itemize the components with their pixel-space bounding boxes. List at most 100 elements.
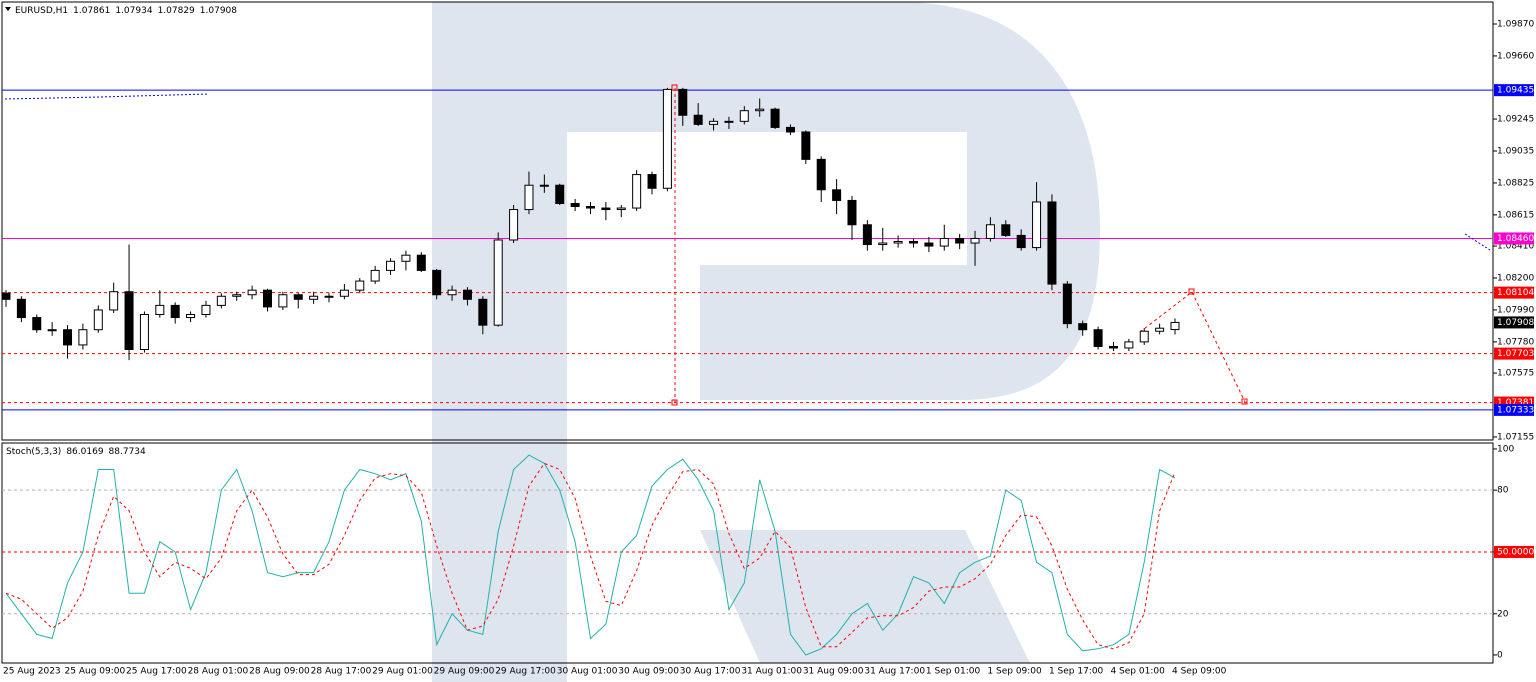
candle-body (847, 199, 857, 226)
candle-body (1170, 321, 1180, 331)
indicator-name: Stoch(5,3,3) (6, 447, 61, 457)
stoch-line (5, 462, 1176, 650)
x-tick-label: 25 Aug 17:00 (126, 667, 187, 677)
main-pane (1, 1, 1494, 441)
x-tick-label: 29 Aug 09:00 (434, 667, 495, 677)
candle-body (724, 120, 734, 123)
candle-body (416, 254, 426, 271)
candle-body (401, 254, 411, 262)
candle-body (570, 202, 580, 208)
y-tick-label: 20 (1497, 609, 1509, 619)
candle-body (862, 224, 872, 246)
candle-body (539, 184, 549, 187)
candle-body (170, 304, 180, 319)
candle-body (785, 126, 795, 133)
candle-body (1047, 201, 1057, 285)
header-value: 1.07908 (200, 6, 237, 16)
price-label-bg (1494, 347, 1534, 360)
header-value: 1.07829 (158, 6, 195, 16)
header-value: 88.7734 (109, 447, 146, 457)
y-tick-label: 1.07155 (1497, 432, 1534, 442)
candle-body (1078, 323, 1088, 331)
x-tick-label: 25 Aug 2023 (3, 667, 61, 677)
x-tick-label: 31 Aug 09:00 (803, 667, 864, 677)
candle-body (247, 289, 257, 296)
header-value: 86.0169 (66, 447, 103, 457)
y-tick-label: 0 (1497, 650, 1503, 660)
watermark (432, 2, 1100, 682)
candle-body (1155, 327, 1165, 332)
candle-body (155, 304, 165, 316)
candle-body (63, 329, 73, 346)
x-tick-label: 29 Aug 17:00 (495, 667, 556, 677)
price-label: 1.07908 (1497, 318, 1534, 328)
candle-body (139, 314, 149, 350)
candle-body (462, 289, 472, 300)
y-tick-label: 1.08825 (1497, 178, 1534, 188)
candle-body (186, 314, 196, 319)
header-value: 1.07861 (73, 6, 110, 16)
y-tick-label: 50.0000 (1497, 547, 1534, 557)
candle-body (478, 298, 488, 326)
candle-body (370, 269, 380, 282)
y-tick-label: 1.09660 (1497, 51, 1534, 61)
candle-body (493, 239, 503, 326)
candle-body (770, 108, 780, 128)
candle-body (201, 304, 211, 316)
x-tick-label: 25 Aug 09:00 (65, 667, 126, 677)
candle-body (509, 209, 519, 241)
candle-body (1, 292, 11, 300)
candle-body (1124, 341, 1134, 349)
candle-body (616, 207, 626, 211)
stoch-pane (1, 442, 1494, 664)
price-label-bg (1494, 316, 1534, 329)
candle-body (524, 184, 534, 211)
candle-body (909, 241, 919, 244)
candle-body (447, 289, 457, 296)
x-tick-label: 31 Aug 17:00 (864, 667, 925, 677)
candle-body (386, 260, 396, 271)
y-tick-label: 1.07575 (1497, 369, 1534, 379)
stoch-header: Stoch(5,3,3) 86.0169 88.7734 (6, 447, 146, 457)
candle-body (678, 88, 688, 116)
candle-body (985, 224, 995, 239)
candle-body (709, 120, 719, 125)
x-tick-label: 29 Aug 01:00 (372, 667, 433, 677)
y-tick-label: 1.08200 (1497, 274, 1534, 284)
price-label-bg (1494, 84, 1534, 97)
candle-body (555, 184, 565, 204)
candle-body (1062, 283, 1072, 325)
y-tick-label: 1.09245 (1497, 115, 1534, 125)
candle-body (232, 294, 242, 297)
candle-body (893, 241, 903, 244)
candle-body (693, 114, 703, 125)
candle-body (432, 269, 442, 296)
candle-body (16, 298, 26, 319)
candle-body (216, 295, 226, 306)
price-label: 1.09435 (1497, 86, 1534, 96)
candle-body (755, 108, 765, 112)
price-label: 1.08104 (1497, 288, 1534, 298)
candle-body (1016, 234, 1026, 249)
x-tick-label: 28 Aug 09:00 (249, 667, 310, 677)
candle-body (109, 291, 119, 311)
x-tick-label: 1 Sep 17:00 (1049, 667, 1104, 677)
candle-body (816, 158, 826, 191)
menu-arrow (5, 7, 11, 11)
header-value: 1.07934 (115, 6, 152, 16)
y-tick-label: 1.07990 (1497, 305, 1534, 315)
x-tick-label: 4 Sep 09:00 (1172, 667, 1227, 677)
x-tick-label: 1 Sep 09:00 (987, 667, 1042, 677)
drawings (4, 84, 1491, 406)
candle-body (924, 242, 934, 247)
y-tick-label: 1.09870 (1497, 19, 1534, 29)
y-tick-label: 1.08615 (1497, 210, 1534, 220)
main-header: EURUSD,H1 1.07861 1.07934 1.07829 1.07908 (15, 6, 237, 16)
y-tick-label: 1.09035 (1497, 146, 1534, 156)
price-label-bg (1494, 403, 1534, 416)
stoch-line (5, 454, 1176, 656)
price-label: 1.07333 (1497, 405, 1534, 415)
candle-body (632, 174, 642, 209)
price-label: 1.07703 (1497, 349, 1534, 359)
